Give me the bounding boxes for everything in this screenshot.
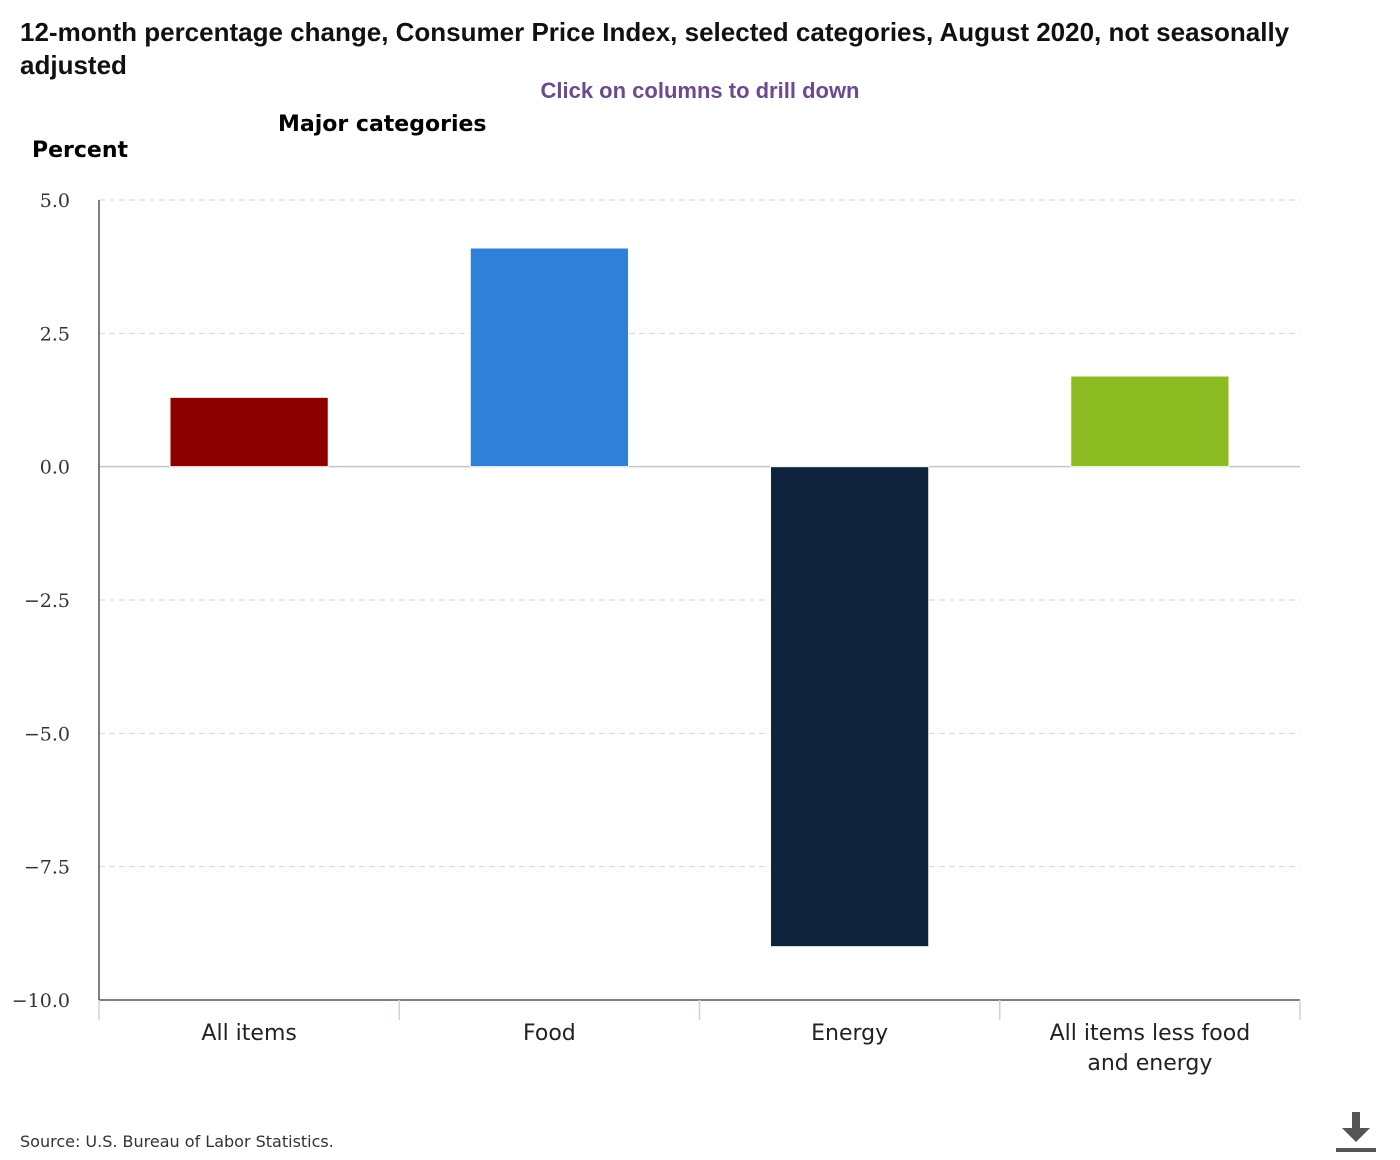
drill-down-hint[interactable]: Click on columns to drill down — [540, 78, 860, 103]
x-tick-label: All items less food and energy — [1050, 1021, 1251, 1076]
x-tick-label: All items — [201, 1021, 296, 1046]
bar-all-items-less-food-and-energy[interactable] — [1070, 375, 1230, 468]
y-tick-label: −7.5 — [24, 857, 70, 879]
y-axis-ticks: 5.0 2.5 0.0 −2.5 −5.0 −7.5 −10.0 — [12, 190, 70, 1012]
y-tick-label: −10.0 — [12, 990, 70, 1012]
x-tick-label: Energy — [811, 1021, 888, 1046]
axes — [98, 200, 1301, 1020]
x-tick-label: Food — [523, 1021, 576, 1046]
chart-title: 12-month percentage change, Consumer Pri… — [20, 17, 1290, 80]
download-icon[interactable] — [1334, 1108, 1378, 1154]
y-tick-label: −5.0 — [24, 723, 70, 745]
y-tick-label: 0.0 — [40, 457, 70, 479]
y-tick-label: −2.5 — [24, 590, 70, 612]
grid-lines — [99, 199, 1300, 868]
bars — [169, 247, 1230, 948]
bar-all-items[interactable] — [169, 396, 329, 468]
y-tick-label: 2.5 — [40, 323, 70, 345]
panel-title: Major categories — [278, 112, 487, 137]
x-axis-ticks: All items Food Energy All items less food an… — [201, 1021, 1250, 1076]
y-axis-label: Percent — [32, 138, 129, 163]
source-note: Source: U.S. Bureau of Labor Statistics. — [20, 1132, 334, 1151]
y-tick-label: 5.0 — [40, 190, 70, 212]
bar-energy[interactable] — [770, 466, 930, 948]
bar-food[interactable] — [469, 247, 629, 468]
